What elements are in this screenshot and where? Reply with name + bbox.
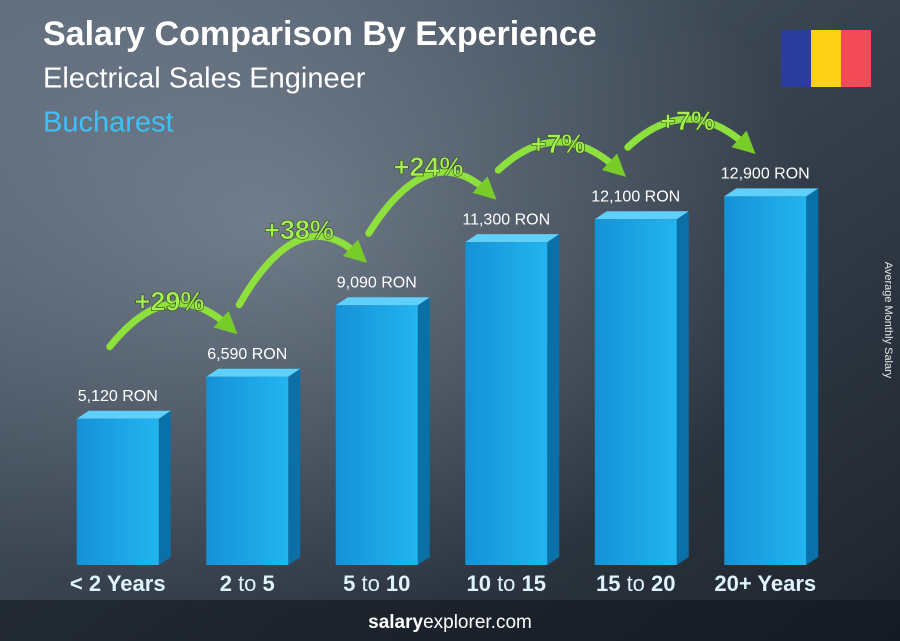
location: Bucharest bbox=[43, 107, 174, 139]
y-axis-label: Average Monthly Salary bbox=[882, 262, 894, 379]
bar-top bbox=[76, 410, 171, 419]
flag-yellow bbox=[811, 30, 841, 87]
increase-arrow bbox=[624, 115, 756, 155]
value-label: 9,090 RON bbox=[337, 275, 417, 292]
increase-label: +38% bbox=[264, 215, 334, 245]
increase-label: +24% bbox=[394, 152, 464, 182]
value-label: 12,100 RON bbox=[591, 189, 680, 206]
increase-arrow bbox=[365, 168, 497, 237]
value-label: 5,120 RON bbox=[78, 388, 158, 405]
bar-top bbox=[206, 368, 301, 377]
bar-side bbox=[158, 410, 171, 565]
bar-top bbox=[465, 234, 560, 243]
bar-side bbox=[676, 211, 689, 566]
x-tick-label: 15 to 20 bbox=[596, 571, 676, 596]
bar bbox=[76, 418, 159, 565]
increase-label: +7% bbox=[660, 106, 715, 136]
increase-arrow bbox=[235, 232, 367, 309]
bar-side bbox=[417, 297, 430, 565]
footer: salaryexplorer.com bbox=[368, 612, 532, 633]
bar bbox=[465, 242, 548, 565]
bar bbox=[724, 196, 807, 565]
bar bbox=[335, 305, 418, 565]
x-tick-label: < 2 Years bbox=[70, 571, 166, 596]
bar bbox=[206, 376, 289, 565]
bar-top bbox=[594, 211, 689, 220]
x-tick-label: 20+ Years bbox=[714, 571, 816, 596]
x-tick-label: 5 to 10 bbox=[343, 571, 410, 596]
increase-arrow bbox=[106, 300, 238, 351]
value-label: 11,300 RON bbox=[462, 211, 550, 228]
bar-top bbox=[335, 297, 430, 306]
bar-side bbox=[547, 234, 560, 565]
bar-side bbox=[806, 188, 819, 565]
x-tick-label: 10 to 15 bbox=[466, 571, 546, 596]
value-label: 6,590 RON bbox=[207, 346, 287, 363]
increase-label: +29% bbox=[135, 286, 205, 316]
footer-band bbox=[0, 600, 900, 641]
value-label: 12,900 RON bbox=[721, 166, 810, 183]
flag-blue bbox=[781, 30, 811, 87]
bar-top bbox=[724, 188, 819, 197]
bar bbox=[594, 219, 677, 566]
chart-title: Salary Comparison By Experience bbox=[43, 15, 597, 53]
x-tick-label: 2 to 5 bbox=[220, 571, 275, 596]
subtitle: Electrical Sales Engineer bbox=[43, 63, 366, 95]
increase-arrow bbox=[494, 138, 626, 177]
flag-red bbox=[841, 30, 871, 87]
increase-label: +7% bbox=[531, 129, 586, 159]
flag bbox=[781, 30, 871, 87]
bar-side bbox=[288, 368, 301, 565]
